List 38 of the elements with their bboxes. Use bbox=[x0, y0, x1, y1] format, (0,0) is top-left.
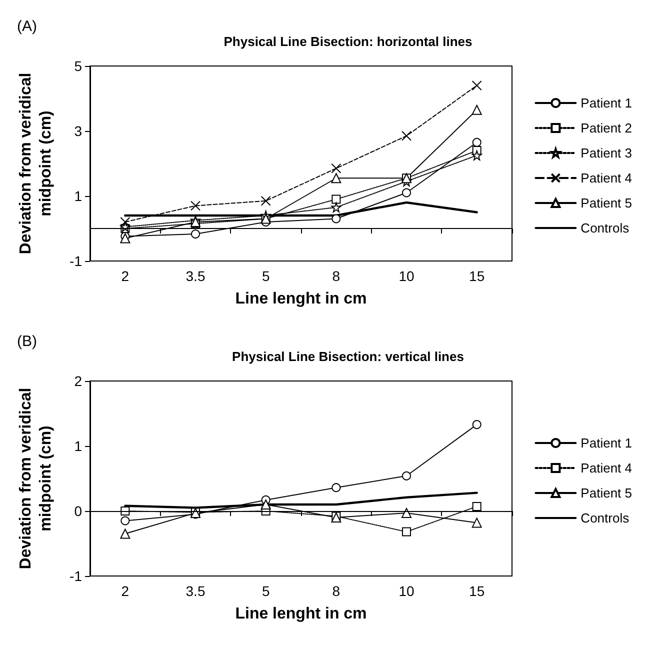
legend-label: Patient 4 bbox=[580, 460, 632, 476]
legend-label: Patient 3 bbox=[580, 146, 632, 160]
y-tick-label: -1 bbox=[70, 568, 82, 584]
legend-label: Patient 5 bbox=[580, 486, 632, 500]
x-tick-label: 15 bbox=[469, 268, 485, 284]
legend-label: Patient 5 bbox=[580, 196, 632, 210]
y-tick-label: -1 bbox=[70, 253, 82, 269]
x-tick-label: 8 bbox=[332, 268, 340, 284]
x-tick-label: 10 bbox=[398, 583, 414, 599]
x-axis-title: Line lenght in cm bbox=[235, 606, 367, 622]
legend-label: Patient 1 bbox=[580, 436, 632, 450]
y-axis-title: Deviation from veridical midpoint (cm) bbox=[18, 388, 54, 570]
x-tick-label: 3.5 bbox=[186, 583, 206, 599]
x-tick-label: 8 bbox=[332, 583, 340, 599]
y-tick-label: 0 bbox=[74, 503, 82, 519]
text: (A) bbox=[17, 18, 37, 35]
y-tick-label: 1 bbox=[74, 188, 82, 204]
x-axis-title: Line lenght in cm bbox=[235, 290, 367, 308]
legend-label: Patient 4 bbox=[580, 170, 632, 186]
y-tick-label: 5 bbox=[74, 58, 82, 74]
x-tick-label: 15 bbox=[469, 583, 485, 599]
y-tick-label: 2 bbox=[74, 373, 82, 389]
x-tick-label: 3.5 bbox=[186, 268, 206, 284]
chart-title: Physical Line Bisection: horizontal lines bbox=[224, 34, 472, 49]
legend-label: Patient 1 bbox=[580, 96, 632, 110]
y-tick-label: 3 bbox=[74, 123, 82, 139]
y-axis-title: Deviation from veridical midpoint (cm) bbox=[18, 72, 54, 254]
legend-label: Controls bbox=[580, 220, 630, 236]
x-tick-label: 2 bbox=[121, 268, 130, 284]
x-tick-label: 2 bbox=[121, 583, 130, 599]
x-tick-label: 5 bbox=[262, 583, 270, 599]
legend-label: Patient 2 bbox=[580, 120, 632, 136]
y-tick-label: 1 bbox=[74, 438, 82, 454]
x-tick-label: 5 bbox=[262, 268, 270, 284]
text: (B) bbox=[17, 333, 37, 350]
legend-label: Controls bbox=[580, 510, 630, 526]
x-tick-label: 10 bbox=[398, 268, 414, 284]
chart-title: Physical Line Bisection: vertical lines bbox=[232, 349, 464, 364]
